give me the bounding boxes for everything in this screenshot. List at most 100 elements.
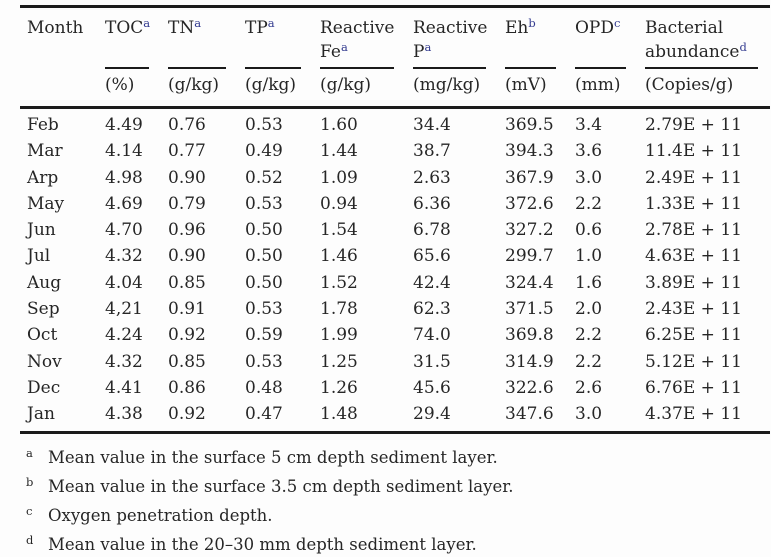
value-cell: 4,21 (105, 299, 143, 320)
value-cell: 0.92 (168, 325, 206, 346)
value-cell: 6.25E + 11 (645, 325, 742, 346)
value-cell: 3.6 (575, 141, 603, 162)
value-cell: 1.78 (320, 299, 358, 320)
value-cell: 0.6 (575, 220, 603, 241)
value-cell: 1.46 (320, 246, 358, 267)
month-cell: Sep (27, 299, 60, 320)
month-cell: Oct (27, 325, 58, 346)
value-cell: 4.04 (105, 272, 143, 293)
column-superscript-marker: a (267, 16, 275, 30)
column-header-label: TN (168, 18, 195, 38)
value-cell: 0.53 (245, 299, 283, 320)
value-cell: 1.52 (320, 272, 358, 293)
column-header: Reactive Pa (406, 7, 498, 65)
value-cell: 0.94 (320, 193, 358, 214)
value-cell: 3.89E + 11 (645, 272, 742, 293)
value-cell: 74.0 (413, 325, 451, 346)
value-cell: 2.2 (575, 325, 603, 346)
footnote: b Mean value in the surface 3.5 cm depth … (26, 470, 770, 499)
footnote-marker: a (26, 445, 33, 460)
column-superscript-marker: b (528, 16, 536, 30)
column-header-label: Eh (505, 18, 529, 38)
footnote: c Oxygen penetration depth. (26, 499, 770, 528)
column-superscript-marker: a (424, 40, 432, 54)
column-underline-cell (20, 64, 98, 74)
footnote-text: Mean value in the surface 5 cm depth sed… (48, 447, 498, 467)
value-cell: 0.85 (168, 272, 206, 293)
column-header-label: TP (245, 18, 268, 38)
value-cell: 0.53 (245, 193, 283, 214)
value-cell: 0.52 (245, 167, 283, 188)
column-header: Bacterial abundanced (638, 7, 770, 65)
value-cell: 372.6 (505, 193, 554, 214)
value-cell: 4.49 (105, 115, 143, 135)
column-underline (645, 67, 758, 69)
value-cell: 1.33E + 11 (645, 193, 742, 214)
value-cell: 38.7 (413, 141, 451, 162)
column-unit: (g/kg) (320, 75, 372, 95)
column-underline (245, 67, 301, 69)
value-cell: 2.0 (575, 299, 603, 320)
column-header: TPa (238, 7, 313, 65)
value-cell: 314.9 (505, 351, 554, 372)
column-header-label: Month (27, 18, 84, 38)
column-superscript-marker: a (194, 16, 202, 30)
column-superscript-marker: a (143, 16, 151, 30)
table-row: Dec 4.41 0.86 0.48 1.26 45.6 322.6 2.6 6.76E + 1… (20, 375, 770, 401)
value-cell: 4.32 (105, 351, 143, 372)
value-cell: 0.48 (245, 377, 283, 398)
value-cell: 1.0 (575, 246, 603, 267)
month-cell: Jun (27, 220, 56, 241)
value-cell: 4.38 (105, 404, 143, 425)
column-underline-cell (161, 64, 238, 74)
value-cell: 2.49E + 11 (645, 167, 742, 188)
value-cell: 0.90 (168, 246, 206, 267)
footnote: d Mean value in the 20–30 mm depth sedime… (26, 528, 770, 557)
value-cell: 65.6 (413, 246, 451, 267)
column-underline (505, 67, 556, 69)
value-cell: 0.86 (168, 377, 206, 398)
value-cell: 2.6 (575, 377, 603, 398)
column-superscript-marker: d (739, 40, 747, 54)
value-cell: 4.98 (105, 167, 143, 188)
column-unit: (g/kg) (245, 75, 297, 95)
header-row: Month TOCa TNa TPa Reactive Fea Reactive Pa Ehb O… (20, 7, 770, 65)
value-cell: 4.37E + 11 (645, 404, 742, 425)
value-cell: 0.49 (245, 141, 283, 162)
value-cell: 0.85 (168, 351, 206, 372)
column-underline (575, 67, 626, 69)
value-cell: 11.4E + 11 (645, 141, 742, 162)
value-cell: 5.12E + 11 (645, 351, 742, 372)
month-cell: Arp (27, 167, 59, 188)
column-header-label: OPD (575, 18, 615, 38)
footnotes: a Mean value in the surface 5 cm depth se… (26, 441, 770, 557)
month-cell: Aug (27, 272, 62, 293)
footnote-text: Mean value in the 20–30 mm depth sedimen… (48, 534, 477, 554)
value-cell: 0.50 (245, 220, 283, 241)
units-row: (%) (g/kg) (g/kg) (g/kg) (mg/kg) (mV) (mm) (Cop… (20, 74, 770, 108)
column-header: Month (20, 7, 98, 65)
value-cell: 1.48 (320, 404, 358, 425)
column-underline-cell (238, 64, 313, 74)
value-cell: 1.44 (320, 141, 358, 162)
sediment-data-table-wrap: Month TOCa TNa TPa Reactive Fea Reactive Pa Ehb O… (20, 5, 770, 557)
column-underline (168, 67, 226, 69)
column-header-label: Reactive (413, 18, 488, 38)
value-cell: 2.63 (413, 167, 451, 188)
value-cell: 0.77 (168, 141, 206, 162)
value-cell: 3.0 (575, 167, 603, 188)
value-cell: 369.8 (505, 325, 554, 346)
value-cell: 1.6 (575, 272, 603, 293)
value-cell: 2.2 (575, 351, 603, 372)
footnote-text: Mean value in the surface 3.5 cm depth s… (48, 476, 514, 496)
column-underline-cell (568, 64, 638, 74)
value-cell: 4.14 (105, 141, 143, 162)
value-cell: 371.5 (505, 299, 554, 320)
value-cell: 34.4 (413, 115, 451, 135)
table-row: Sep 4,21 0.91 0.53 1.78 62.3 371.5 2.0 2.43E + 1… (20, 296, 770, 322)
column-header-label-line2: P (413, 42, 425, 62)
value-cell: 4.70 (105, 220, 143, 241)
value-cell: 1.99 (320, 325, 358, 346)
column-unit: (mm) (575, 75, 621, 95)
